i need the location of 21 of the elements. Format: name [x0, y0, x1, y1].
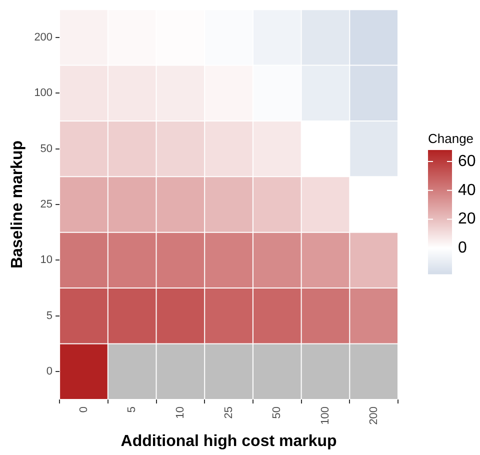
y-tick-label: 50 — [40, 142, 53, 155]
x-tick-label: 0 — [78, 406, 90, 413]
x-tick-label: 100 — [320, 406, 332, 425]
y-tick-label: 200 — [34, 31, 53, 44]
x-axis-title: Additional high cost markup — [120, 432, 338, 450]
y-axis-title: Baseline markup — [9, 140, 26, 269]
color-bar-label: 0 — [458, 239, 467, 256]
color-bar-label: 60 — [458, 152, 476, 170]
x-tick-label: 50 — [271, 406, 284, 419]
x-tick-label: 5 — [126, 406, 138, 413]
color-bar-title: Change — [428, 131, 474, 146]
x-tick-label: 25 — [222, 406, 235, 419]
y-tick-label: 0 — [46, 366, 53, 378]
y-tick-label: 25 — [40, 198, 53, 211]
y-tick-label: 5 — [46, 310, 53, 322]
color-bar-label: 20 — [458, 210, 476, 228]
y-tick-label: 100 — [34, 87, 53, 100]
x-tick-label: 10 — [174, 406, 186, 419]
x-tick-label: 200 — [368, 406, 380, 425]
color-bar-label: 40 — [458, 182, 476, 199]
y-tick-label: 10 — [40, 254, 53, 266]
